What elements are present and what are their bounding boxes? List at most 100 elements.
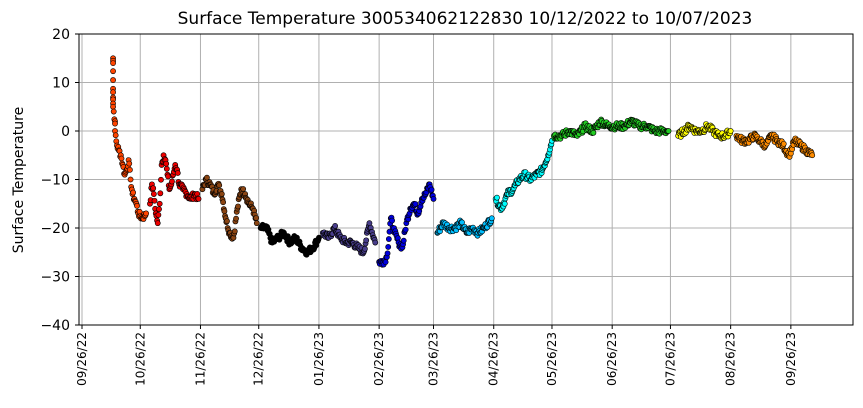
x-tick-label: 03/26/23 xyxy=(427,332,441,386)
data-point xyxy=(110,103,116,110)
data-point xyxy=(402,226,409,233)
y-tick-label: −30 xyxy=(40,270,70,286)
x-tick-label: 04/26/23 xyxy=(487,332,501,386)
x-axis-ticks: 09/26/22 10/26/22 11/26/22 12/26/22 01/26/23… xyxy=(75,325,798,386)
data-point xyxy=(126,160,133,167)
data-point xyxy=(400,237,407,244)
y-tick-label: 10 xyxy=(52,76,70,92)
x-tick-label: 01/26/23 xyxy=(312,332,326,386)
data-point xyxy=(151,197,158,204)
data-point xyxy=(163,165,170,172)
data-point xyxy=(218,191,225,197)
data-point xyxy=(727,128,734,134)
data-point xyxy=(780,140,787,147)
data-point xyxy=(382,259,389,265)
data-point xyxy=(494,194,500,201)
data-point xyxy=(430,195,437,202)
data-point xyxy=(253,220,260,227)
y-tick-label: −20 xyxy=(40,221,70,237)
data-point xyxy=(809,152,816,159)
data-series xyxy=(434,215,495,239)
x-tick-label: 07/26/23 xyxy=(663,332,677,386)
data-point xyxy=(112,120,118,127)
y-tick-label: −10 xyxy=(40,173,70,189)
grid-lines xyxy=(79,33,853,326)
data-point xyxy=(235,203,241,210)
data-point xyxy=(361,245,368,252)
data-series xyxy=(110,55,149,222)
data-series xyxy=(147,152,202,227)
data-point xyxy=(134,202,140,209)
data-point xyxy=(372,239,379,246)
x-tick-label: 09/26/22 xyxy=(75,332,89,386)
data-series xyxy=(376,181,437,268)
data-point xyxy=(231,228,238,235)
data-point xyxy=(127,176,134,183)
data-point xyxy=(143,210,149,217)
data-series xyxy=(733,130,816,160)
y-tick-label: 20 xyxy=(52,27,70,43)
data-series xyxy=(675,121,734,142)
data-series xyxy=(551,116,672,142)
data-point xyxy=(501,200,508,207)
data-point xyxy=(332,223,339,229)
x-tick-label: 02/26/23 xyxy=(372,332,386,386)
data-point xyxy=(110,89,116,96)
data-point xyxy=(665,128,672,134)
data-series xyxy=(319,220,379,257)
data-point xyxy=(156,200,163,207)
data-point xyxy=(385,244,392,250)
data-point xyxy=(155,212,162,218)
data-point xyxy=(216,182,223,189)
data-point xyxy=(150,191,157,197)
data-point xyxy=(220,199,227,206)
y-tick-label: 0 xyxy=(61,124,70,140)
data-point xyxy=(110,108,117,115)
data-point xyxy=(224,218,230,225)
data-point xyxy=(127,166,133,173)
data-point xyxy=(130,189,137,196)
data-point xyxy=(488,215,495,222)
y-axis-ticks: 20 10 0 −10 −20 −30 −40 xyxy=(40,27,79,334)
data-point xyxy=(389,217,395,224)
data-point xyxy=(195,195,202,202)
data-points xyxy=(110,55,816,268)
data-series xyxy=(199,174,260,242)
data-point xyxy=(156,206,162,213)
data-point xyxy=(412,201,419,207)
data-point xyxy=(158,176,164,183)
chart-title: Surface Temperature 300534062122830 10/1… xyxy=(178,9,753,29)
x-tick-label: 09/26/23 xyxy=(784,332,798,386)
y-axis-label: Surface Temperature xyxy=(11,107,27,253)
data-point xyxy=(384,250,391,257)
data-point xyxy=(385,236,392,242)
data-point xyxy=(157,190,164,197)
data-series xyxy=(257,221,322,258)
data-point xyxy=(459,219,465,226)
data-point xyxy=(174,170,181,176)
data-point xyxy=(118,155,125,162)
x-tick-label: 11/26/22 xyxy=(193,332,207,386)
data-series xyxy=(492,137,555,214)
data-point xyxy=(253,215,260,221)
x-tick-label: 12/26/22 xyxy=(252,332,266,386)
data-point xyxy=(110,60,116,66)
x-tick-label: 10/26/22 xyxy=(133,332,147,386)
data-point xyxy=(150,185,157,192)
y-tick-label: −40 xyxy=(40,318,70,334)
data-point xyxy=(163,160,170,167)
data-point xyxy=(154,220,161,227)
data-point xyxy=(428,186,435,193)
data-point xyxy=(233,215,239,222)
data-point xyxy=(316,234,322,241)
data-point xyxy=(590,129,597,136)
data-point xyxy=(221,208,228,215)
data-point xyxy=(240,186,247,192)
x-tick-label: 05/26/23 xyxy=(545,332,559,386)
data-point xyxy=(169,178,175,185)
x-tick-label: 06/26/23 xyxy=(605,332,619,386)
x-tick-label: 08/26/23 xyxy=(724,332,738,386)
data-point xyxy=(112,132,119,139)
data-point xyxy=(110,77,116,83)
data-point xyxy=(110,68,116,75)
